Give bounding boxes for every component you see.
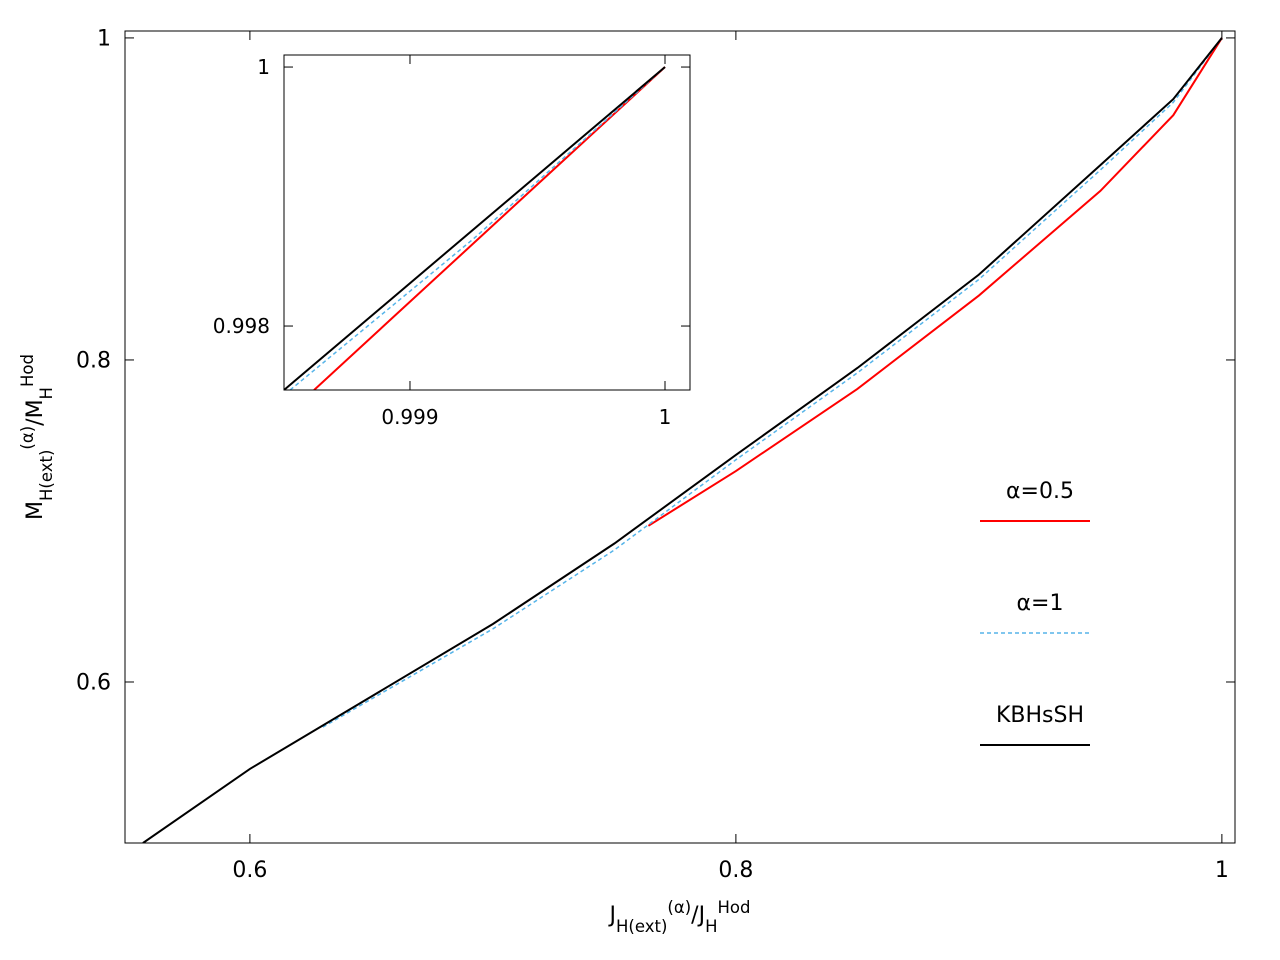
y-tick-label: 1: [97, 27, 111, 52]
series-line: [322, 37, 1223, 728]
axis-label: JH(ext)(α)/JHHod: [608, 898, 751, 936]
y-tick-label: 0.6: [76, 671, 111, 696]
axis-label-part: H: [37, 387, 56, 399]
axis-label-part: /M: [23, 399, 48, 425]
plot-area: [284, 55, 690, 390]
axis-label-part: (α): [667, 898, 691, 917]
legend-label: α=1: [1017, 591, 1064, 616]
legend-label: α=0.5: [1006, 479, 1074, 504]
x-tick-label: 0.999: [381, 405, 438, 429]
axis-label-part: M: [23, 501, 48, 520]
series-line: [647, 37, 1223, 527]
plot-frame: [283, 54, 691, 391]
axis-label-part: H(ext): [37, 450, 56, 501]
y-tick-label: 0.998: [213, 314, 270, 338]
series-line: [142, 37, 1223, 843]
x-tick-label: 1: [659, 405, 672, 429]
plot-frame: [124, 30, 1236, 844]
x-tick-label: 0.8: [718, 858, 753, 883]
series-line: [284, 66, 666, 390]
x-tick-label: 0.6: [232, 858, 267, 883]
series-line: [313, 66, 666, 390]
y-tick-label: 0.8: [76, 349, 111, 374]
series-line: [289, 66, 666, 390]
legend-label: KBHsSH: [996, 703, 1084, 728]
axis-label-part: H(ext): [616, 917, 667, 936]
axis-label-part: H: [705, 917, 717, 936]
x-tick-label: 1: [1215, 858, 1229, 883]
axis-label-part: Hod: [718, 898, 751, 917]
axis-label-part: /J: [691, 903, 705, 928]
y-tick-label: 1: [257, 55, 270, 79]
axis-label: MH(ext)(α)/MHHod: [18, 354, 56, 520]
axis-label-part: J: [608, 903, 617, 928]
axis-label-part: (α): [18, 426, 37, 450]
axis-label-part: Hod: [18, 354, 37, 387]
